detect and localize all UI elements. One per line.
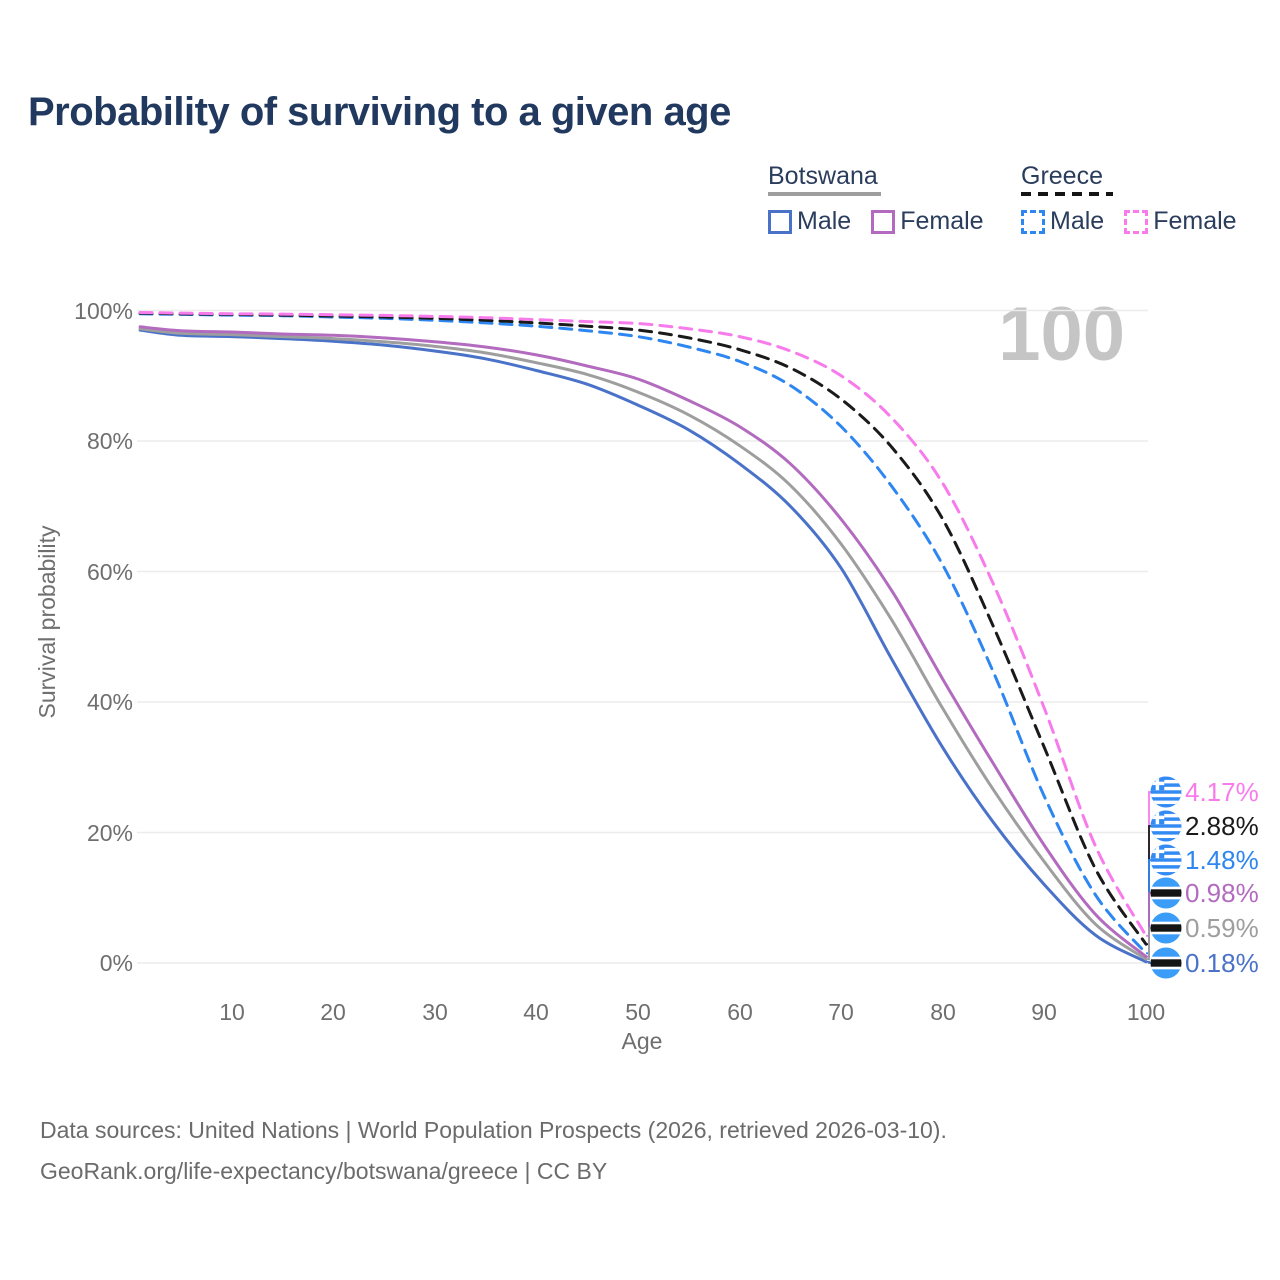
y-tick-40%: 40% xyxy=(86,689,133,715)
x-tick-60: 60 xyxy=(727,999,753,1025)
legend-line-style-greece xyxy=(1021,192,1113,196)
x-tick-90: 90 xyxy=(1031,999,1057,1025)
end-label-botswana-female: 0.98% xyxy=(1185,878,1259,908)
legend-group-label-botswana: Botswana xyxy=(768,162,878,190)
legend-group-label-greece: Greece xyxy=(1021,162,1103,190)
footer-attribution: GeoRank.org/life-expectancy/botswana/gre… xyxy=(40,1158,608,1184)
botswana-flag-icon xyxy=(1150,947,1182,979)
y-axis-label: Survival probability xyxy=(34,525,60,719)
greece-flag-icon xyxy=(1150,776,1182,808)
curve-botswana-male[interactable] xyxy=(138,328,1148,964)
end-label-greece-all: 2.88% xyxy=(1185,811,1259,841)
y-tick-20%: 20% xyxy=(86,820,133,846)
greece-flag-icon xyxy=(1150,844,1182,876)
legend-item-label-greece-male: Male xyxy=(1050,207,1105,235)
end-label-greece-female: 4.17% xyxy=(1185,777,1259,807)
legend-item-greece-male[interactable]: Male xyxy=(1021,207,1104,236)
legend-item-label-botswana-female: Female xyxy=(900,207,984,235)
legend-swatch-botswana-male xyxy=(768,209,792,234)
x-tick-40: 40 xyxy=(523,999,549,1025)
chart-footer: Data sources: United Nations | World Pop… xyxy=(40,1110,1240,1192)
x-tick-70: 70 xyxy=(828,999,854,1025)
greece-flag-icon xyxy=(1150,810,1182,842)
page-title: Probability of surviving to a given age xyxy=(28,90,731,134)
x-axis-label: Age xyxy=(621,1028,663,1054)
x-tick-80: 80 xyxy=(930,999,956,1025)
end-connector-botswana-all xyxy=(1146,927,1151,961)
curve-greece-all[interactable] xyxy=(138,311,1148,946)
legend-swatch-greece-male xyxy=(1021,209,1045,234)
x-tick-30: 30 xyxy=(422,999,448,1025)
legend-item-label-greece-female: Female xyxy=(1153,207,1237,235)
botswana-flag-icon xyxy=(1150,912,1182,944)
end-label-greece-male: 1.48% xyxy=(1185,845,1259,875)
legend-item-label-botswana-male: Male xyxy=(797,207,852,235)
end-label-botswana-male: 0.18% xyxy=(1185,948,1259,978)
legend-group-botswana: Botswana Male Female xyxy=(768,162,984,236)
curve-greece-female[interactable] xyxy=(138,311,1148,938)
y-tick-0%: 0% xyxy=(99,950,133,976)
legend-line-style-botswana xyxy=(768,192,881,196)
legend-group-greece: Greece Male Female xyxy=(1021,162,1237,236)
y-tick-100%: 100% xyxy=(74,298,133,324)
legend-item-greece-female[interactable]: Female xyxy=(1124,207,1237,236)
curve-botswana-all[interactable] xyxy=(138,327,1148,961)
x-tick-20: 20 xyxy=(320,999,346,1025)
y-tick-60%: 60% xyxy=(86,559,133,585)
end-connector-botswana-female xyxy=(1146,892,1151,958)
legend-item-botswana-female[interactable]: Female xyxy=(871,207,984,236)
legend-swatch-botswana-female xyxy=(871,209,896,234)
legend-item-botswana-male[interactable]: Male xyxy=(768,207,851,236)
x-tick-50: 50 xyxy=(625,999,651,1025)
botswana-flag-icon xyxy=(1150,877,1182,909)
curve-botswana-female[interactable] xyxy=(138,325,1148,959)
focus-age-watermark: 100 xyxy=(998,292,1125,377)
legend-swatch-greece-female xyxy=(1124,209,1149,234)
end-label-botswana-all: 0.59% xyxy=(1185,913,1259,943)
x-tick-100: 100 xyxy=(1126,999,1166,1025)
end-connector-botswana-male xyxy=(1146,960,1151,964)
x-tick-10: 10 xyxy=(219,999,245,1025)
footer-data-sources: Data sources: United Nations | World Pop… xyxy=(40,1117,947,1143)
y-tick-80%: 80% xyxy=(86,428,133,454)
